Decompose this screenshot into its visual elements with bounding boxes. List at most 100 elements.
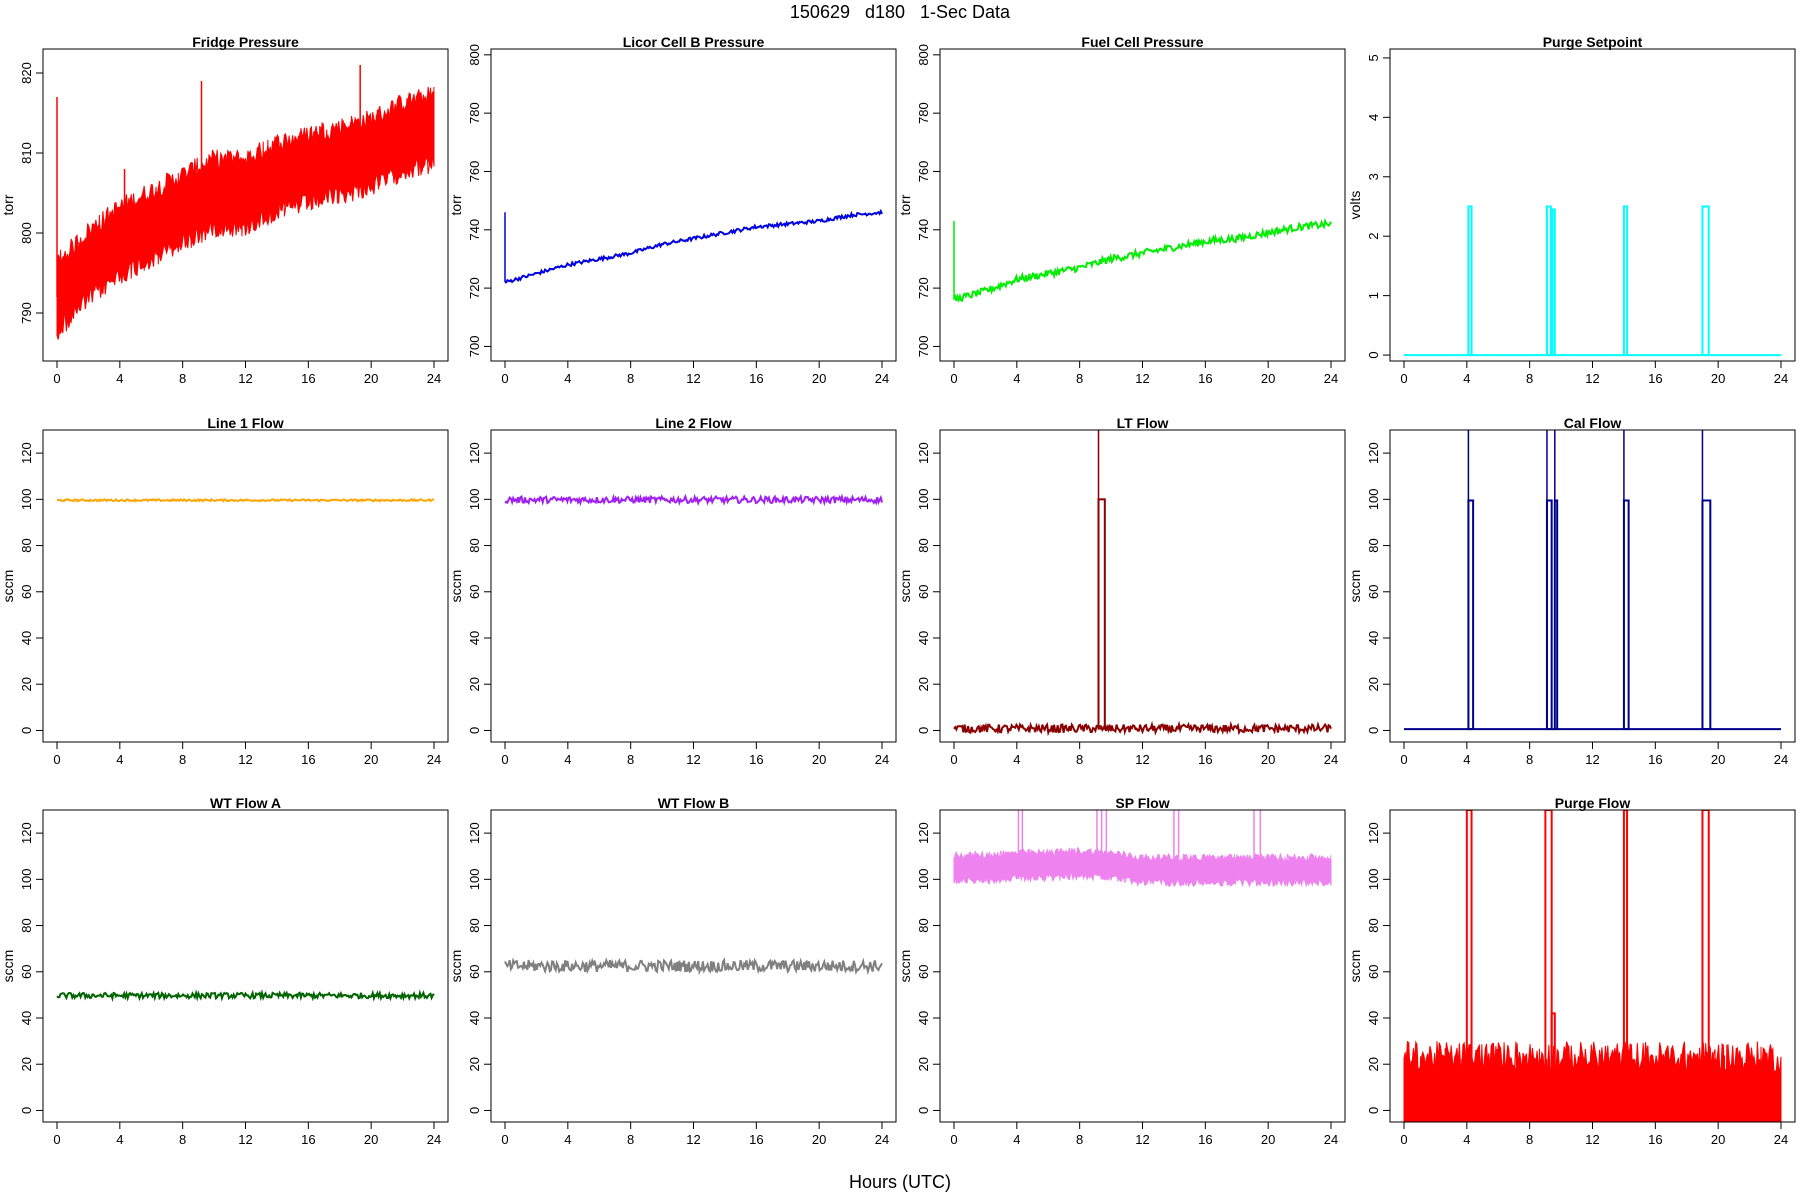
x-tick-label: 20 (1261, 371, 1275, 386)
plot-frame (939, 429, 1346, 743)
y-tick-label: 720 (467, 277, 482, 299)
x-tick-label: 16 (749, 371, 763, 386)
data-pulse (1701, 499, 1712, 731)
y-tick-label: 120 (467, 822, 482, 844)
series-lt-flow (953, 430, 1332, 737)
y-tick-label: 0 (916, 1107, 931, 1114)
panel-title: WT Flow B (658, 795, 730, 811)
x-tick-label: 4 (1463, 752, 1470, 767)
x-tick-label: 12 (1135, 1132, 1149, 1147)
x-tick-label: 12 (238, 1132, 252, 1147)
y-tick-label: 40 (1366, 1011, 1381, 1025)
panel-lt-flow: LT Flow sccm 0 4 8 12 16 20 24 0 20 40 60 80 100 120 (897, 415, 1346, 767)
panel-cal-flow: Cal Flow sccm 0 4 8 12 16 20 24 0 20 40 60 80 100 120 (1347, 415, 1796, 767)
x-tick-label: 20 (812, 371, 826, 386)
y-tick-label: 80 (467, 918, 482, 932)
data-pulse (1550, 1012, 1556, 1112)
panel-title: Fuel Cell Pressure (1081, 34, 1203, 50)
figure-title: 150629 d180 1-Sec Data (789, 2, 1011, 22)
y-tick-label: 60 (467, 585, 482, 599)
x-tick-label: 4 (1013, 752, 1020, 767)
x-tick-label: 0 (1400, 371, 1407, 386)
panel-licor-cell-b-pressure: Licor Cell B Pressure torr 0 4 8 12 16 20 24 700 7… (448, 34, 897, 386)
x-tick-label: 0 (950, 371, 957, 386)
panel-title: Line 1 Flow (207, 415, 283, 431)
data-line (504, 493, 883, 507)
x-tick-label: 16 (301, 752, 315, 767)
x-tick-label: 20 (812, 752, 826, 767)
x-tick-label: 20 (1261, 1132, 1275, 1147)
series-fuel-cell-pressure (953, 217, 1332, 304)
x-tick-label: 8 (179, 371, 186, 386)
plot-frame (42, 809, 449, 1123)
y-tick-label: 780 (916, 102, 931, 124)
panel-fuel-cell-pressure: Fuel Cell Pressure torr 0 4 8 12 16 20 24 700 720 7… (897, 34, 1346, 386)
x-tick-label: 24 (1774, 371, 1788, 386)
y-tick-label: 20 (1366, 1057, 1381, 1071)
data-pulse (1701, 810, 1710, 1112)
y-tick-label: 0 (19, 1107, 34, 1114)
x-tick-label: 12 (686, 752, 700, 767)
plot-frame (939, 48, 1346, 362)
panel-title: Fridge Pressure (192, 34, 299, 50)
x-tick-label: 20 (1711, 371, 1725, 386)
x-tick-label: 24 (427, 1132, 441, 1147)
series-purge-flow (1403, 810, 1782, 1122)
x-tick-label: 24 (1324, 1132, 1338, 1147)
y-tick-label: 760 (916, 161, 931, 183)
y-tick-label: 80 (19, 538, 34, 552)
x-tick-label: 16 (1198, 1132, 1212, 1147)
y-axis-label: sccm (0, 950, 16, 983)
y-tick-label: 5 (1366, 54, 1381, 61)
x-tick-label: 0 (1400, 1132, 1407, 1147)
y-tick-label: 810 (19, 142, 34, 164)
x-tick-label: 0 (53, 1132, 60, 1147)
y-axis-label: torr (897, 194, 913, 215)
x-tick-label: 0 (950, 752, 957, 767)
y-tick-label: 80 (1366, 538, 1381, 552)
panel-sp-flow: SP Flow sccm 0 4 8 12 16 20 24 0 20 40 60 80 100 120 (897, 795, 1346, 1147)
y-tick-label: 100 (1366, 868, 1381, 890)
x-tick-label: 20 (1711, 1132, 1725, 1147)
y-axis-label: sccm (1347, 950, 1363, 983)
x-tick-label: 4 (116, 1132, 123, 1147)
series-line-1-flow (57, 497, 435, 503)
y-tick-label: 100 (1366, 488, 1381, 510)
x-axis-label: Hours (UTC) (849, 1172, 951, 1192)
y-tick-label: 40 (19, 1011, 34, 1025)
y-tick-label: 0 (467, 727, 482, 734)
x-tick-label: 4 (1013, 371, 1020, 386)
panel-wt-flow-b: WT Flow B sccm 0 4 8 12 16 20 24 0 20 40 60 80 100 120 (448, 795, 897, 1147)
panel-title: Cal Flow (1564, 415, 1622, 431)
data-line (57, 497, 435, 503)
panel-wt-flow-a: WT Flow A sccm 0 4 8 12 16 20 24 0 20 40 60 80 100 120 (0, 795, 449, 1147)
panel-title: SP Flow (1115, 795, 1169, 811)
panel-title: Line 2 Flow (655, 415, 731, 431)
x-tick-label: 0 (53, 752, 60, 767)
x-tick-label: 8 (1526, 371, 1533, 386)
y-axis-label: sccm (448, 950, 464, 983)
x-tick-label: 0 (501, 1132, 508, 1147)
y-tick-label: 20 (916, 1057, 931, 1071)
data-pulse (1097, 498, 1106, 730)
y-tick-label: 800 (19, 222, 34, 244)
panel-title: Purge Setpoint (1543, 34, 1643, 50)
x-tick-label: 24 (1324, 371, 1338, 386)
y-tick-label: 60 (1366, 965, 1381, 979)
y-tick-label: 740 (916, 219, 931, 241)
x-tick-label: 4 (1463, 371, 1470, 386)
plot-frame (1389, 48, 1796, 362)
data-pulse (1622, 205, 1629, 357)
x-tick-label: 4 (564, 1132, 571, 1147)
y-tick-label: 60 (467, 965, 482, 979)
panel-title: WT Flow A (210, 795, 281, 811)
panel-line-2-flow: Line 2 Flow sccm 0 4 8 12 16 20 24 0 20 40 60 80 100 12… (448, 415, 897, 767)
x-tick-label: 24 (875, 752, 889, 767)
y-tick-label: 40 (467, 631, 482, 645)
x-tick-label: 8 (179, 752, 186, 767)
y-tick-label: 20 (916, 677, 931, 691)
y-tick-label: 40 (916, 631, 931, 645)
x-tick-label: 12 (238, 752, 252, 767)
x-tick-label: 12 (238, 371, 252, 386)
y-tick-label: 780 (467, 102, 482, 124)
